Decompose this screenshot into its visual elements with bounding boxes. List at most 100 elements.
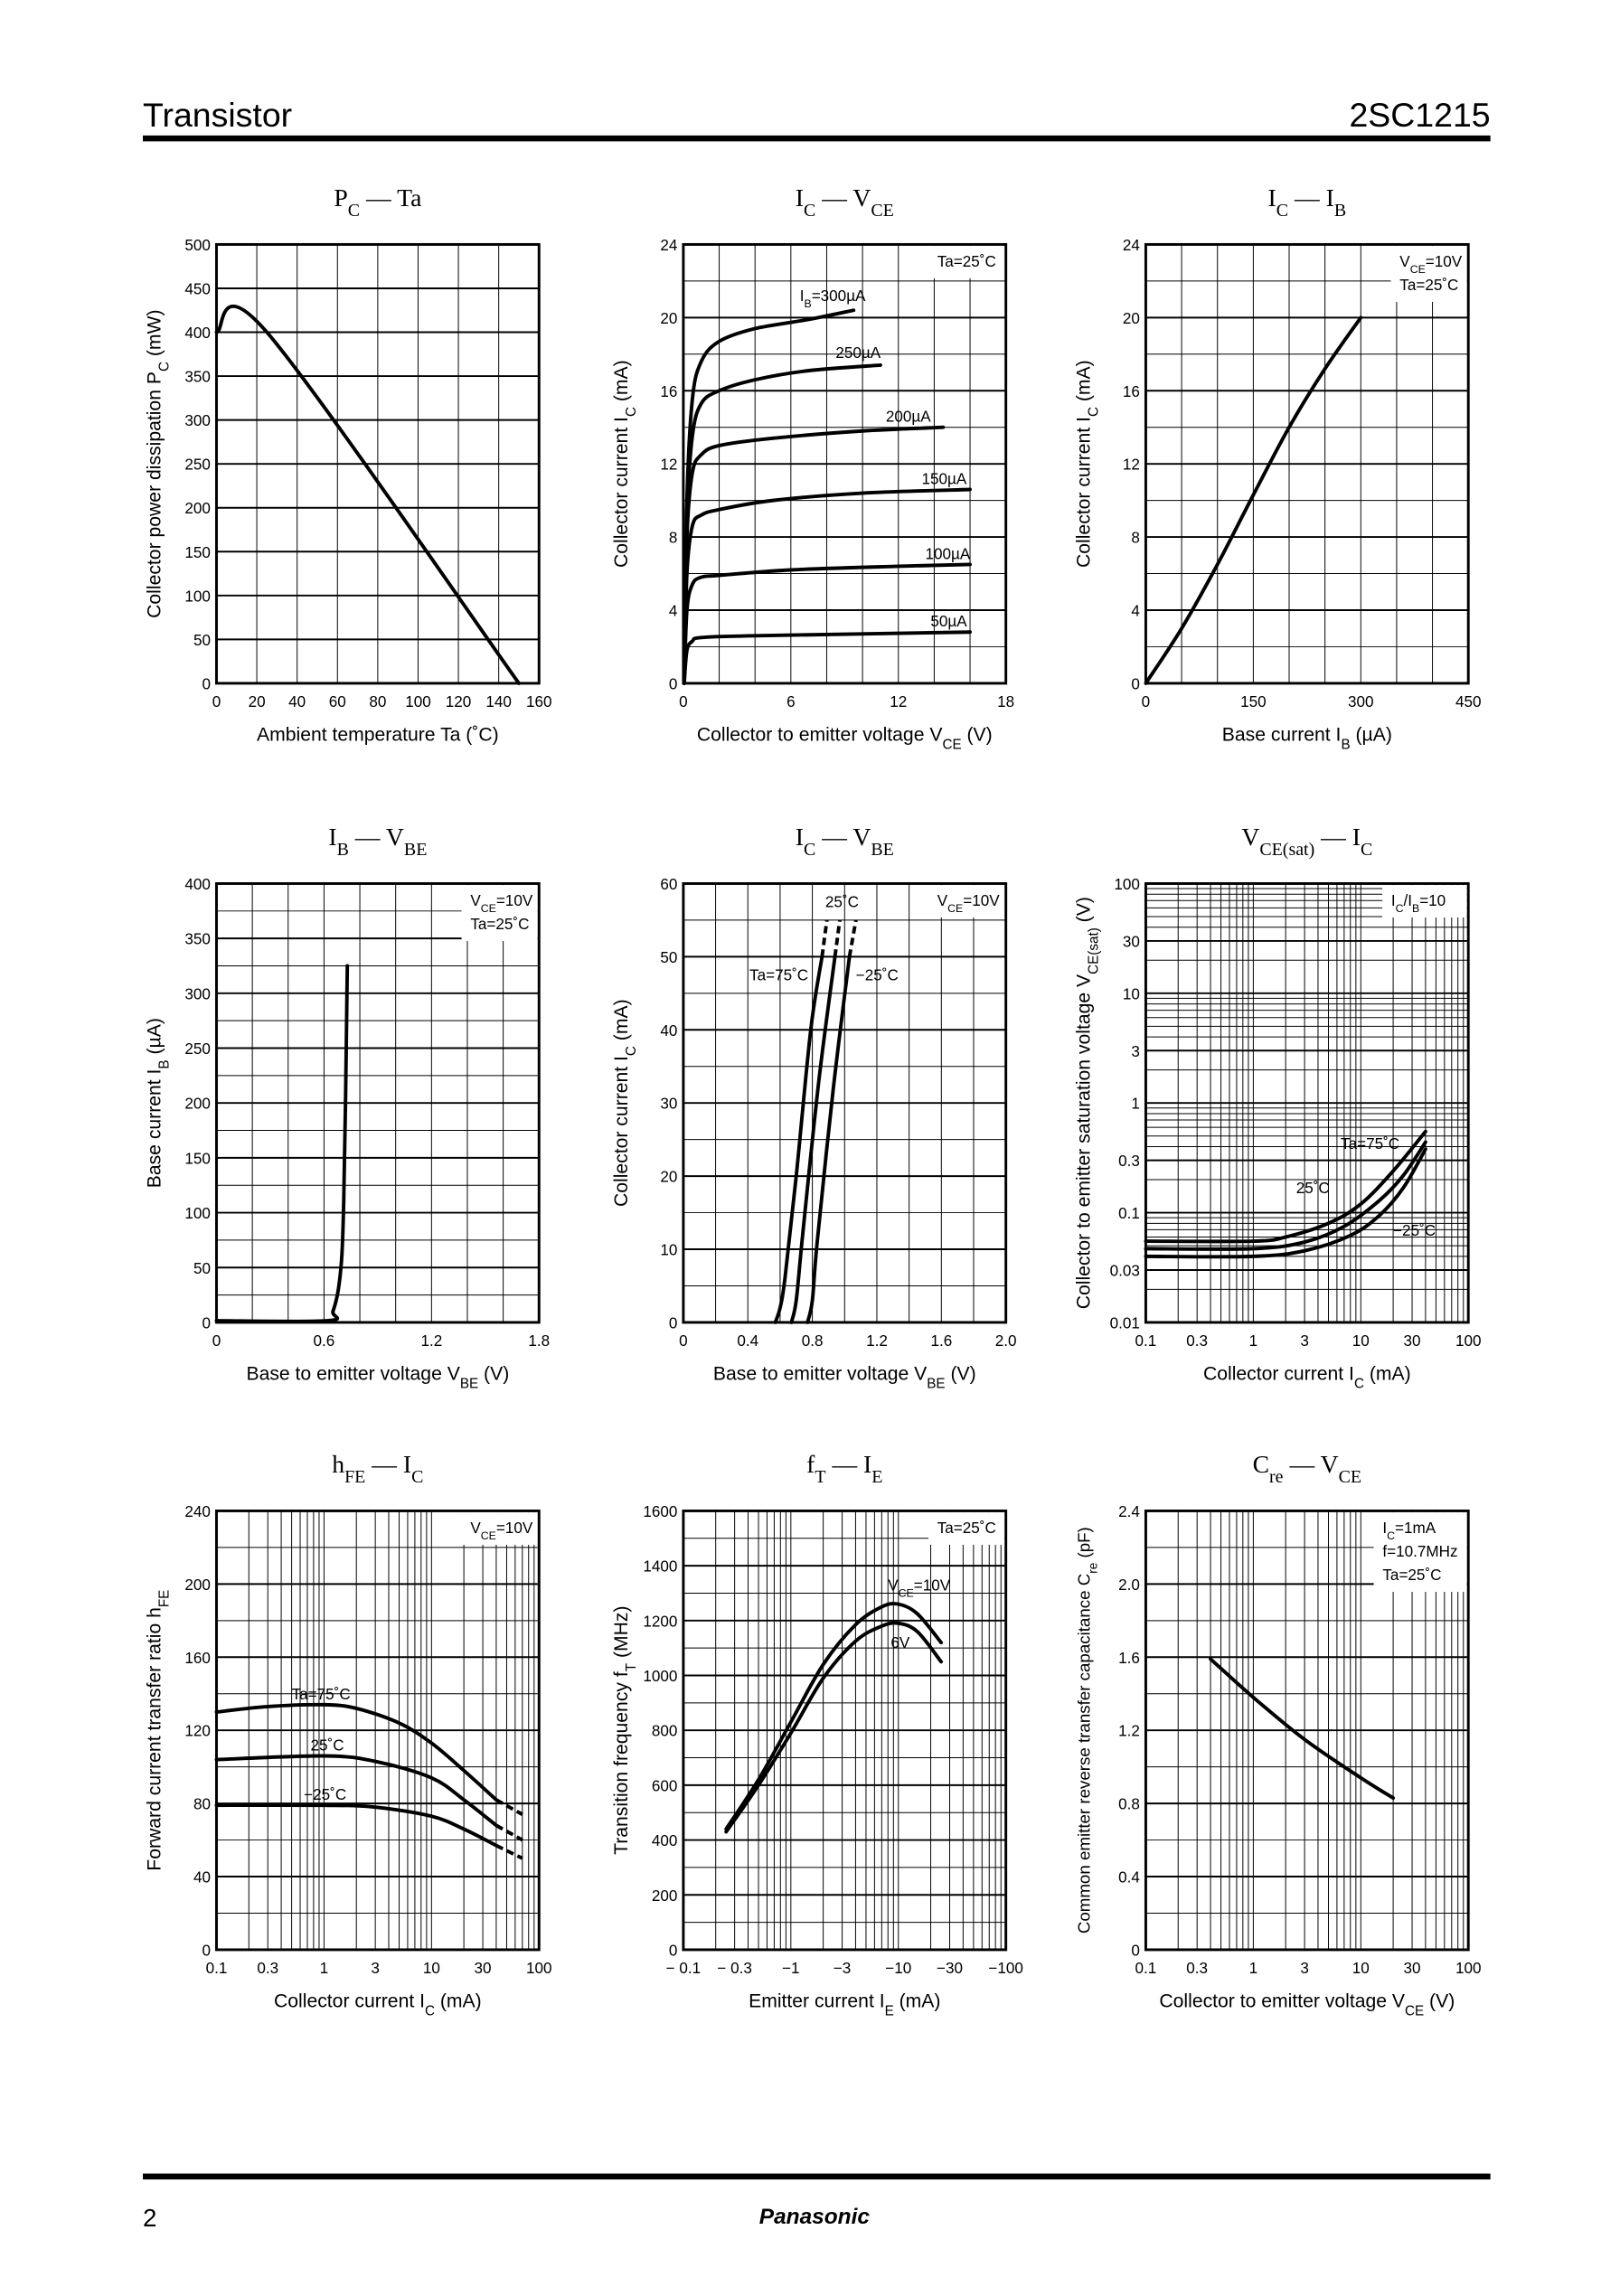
series-label-part: =10V <box>914 1576 951 1594</box>
y-tick-label: 100 <box>184 588 211 605</box>
y-axis-label: Collector current IC (mA) <box>1074 360 1102 568</box>
y-tick-label: 0 <box>669 1314 678 1331</box>
series-line-4 <box>682 487 972 685</box>
y-axis-label-part: (µA) <box>145 1018 165 1059</box>
x-tick-label: 30 <box>1404 1332 1421 1350</box>
condition-text: Ta=25˚C <box>1399 277 1458 294</box>
series-label-part: 200µA <box>886 409 931 426</box>
y-axis-label-part: (pF) <box>1075 1527 1094 1563</box>
y-axis-label-part: Collector power dissipation P <box>145 372 165 618</box>
y-tick-label: 0 <box>669 675 678 692</box>
x-tick-label: 0.1 <box>1135 1960 1157 1977</box>
condition-text-part: V <box>470 892 481 909</box>
chart-title: IC — VCE <box>796 183 894 221</box>
series-label: 25˚C <box>825 893 859 910</box>
charts-grid: 0 20 40 60 80 100 120 140 1600501001502002503003… <box>145 183 1482 2018</box>
chart-5: VCE=10V 25˚C Ta=75˚C −25˚C 0 0.4 0.8 1.2 1.6 2.0 0… <box>611 823 1017 1391</box>
x-tick-label: 18 <box>997 693 1014 710</box>
x-axis-label-part: (V) <box>1424 1990 1455 2011</box>
chart-title-subscript: B <box>1334 201 1346 221</box>
series-line-1 <box>214 964 350 1323</box>
x-tick-label: 300 <box>1348 693 1374 710</box>
chart-title-subscript: C <box>348 201 360 221</box>
y-axis-label-part: Base current I <box>145 1069 165 1189</box>
condition-text-part: Ta=25˚C <box>937 253 996 270</box>
series-label-part: 150µA <box>922 470 967 487</box>
condition-text-subscript: CE <box>481 1529 496 1542</box>
chart-title-subscript: T <box>815 1467 825 1487</box>
x-tick-label: 12 <box>890 693 907 710</box>
y-tick-label: 0 <box>202 675 211 692</box>
chart-title-part: — I <box>826 1450 872 1478</box>
x-tick-label: 10 <box>423 1960 440 1977</box>
y-tick-label: 16 <box>660 383 677 400</box>
y-tick-label: 0.8 <box>1118 1796 1140 1813</box>
series-line-3 <box>682 425 946 685</box>
y-tick-label: 8 <box>1131 530 1140 547</box>
chart-title-subscript: E <box>871 1467 882 1487</box>
series-label: 200µA <box>886 409 931 426</box>
chart-title-part: I <box>1268 183 1276 212</box>
series-label: IB=300µA <box>800 287 866 310</box>
x-axis-label-part: Base to emitter voltage V <box>246 1363 460 1384</box>
y-tick-label: 0.01 <box>1110 1314 1140 1331</box>
y-tick-label: 12 <box>1123 456 1140 474</box>
y-tick-label: 0.4 <box>1118 1869 1140 1887</box>
condition-text-part: =10V <box>1426 253 1463 270</box>
y-tick-label: 4 <box>1131 603 1140 620</box>
conditions-box <box>461 1512 538 1545</box>
chart-title-subscript: B <box>337 840 349 860</box>
series-label: 50µA <box>930 613 967 630</box>
y-axis-label: Forward current transfer ratio hFE <box>145 1590 173 1871</box>
conditions-box <box>1390 246 1467 302</box>
condition-text-subscript: CE <box>481 902 496 915</box>
plot-frame <box>1144 881 1470 1324</box>
y-axis-label-part: Collector current I <box>611 1056 632 1207</box>
chart-title-part: — I <box>1314 823 1361 851</box>
chart-8: Ta=25˚C VCE=10V 6V − 0.1 − 0.3 −1 −3 −10 −30 −100… <box>611 1450 1023 2018</box>
x-tick-label: −10 <box>885 1960 911 1977</box>
y-tick-label: 200 <box>184 500 211 517</box>
x-axis-label-part: Collector current I <box>1203 1363 1354 1384</box>
plot-frame <box>682 881 1008 1324</box>
header-category: Transistor <box>143 96 292 134</box>
plot-frame <box>1144 1509 1470 1952</box>
condition-text: VCE=10V <box>937 892 1000 915</box>
x-tick-label: 100 <box>526 1960 552 1977</box>
y-tick-label: 60 <box>660 876 677 893</box>
x-axis-label-subscript: C <box>1354 1376 1364 1391</box>
plot-frame <box>215 242 541 685</box>
x-axis-label: Collector to emitter voltage VCE (V) <box>1159 1990 1455 2018</box>
x-tick-label: 0.1 <box>206 1960 228 1977</box>
chart-title-subscript: FE <box>344 1467 365 1487</box>
x-tick-label: 1.6 <box>930 1332 952 1350</box>
chart-title-subscript: BE <box>404 840 427 860</box>
y-tick-label: 1 <box>1131 1096 1140 1113</box>
condition-text-part: Ta=25˚C <box>1382 1567 1441 1584</box>
x-axis-label-part: Base current I <box>1222 724 1342 745</box>
x-tick-label: −100 <box>988 1960 1023 1977</box>
chart-title-part: I <box>328 823 336 851</box>
series-line-1 <box>724 1602 944 1831</box>
x-axis-label: Collector current IC (mA) <box>274 1990 482 2018</box>
series-label: 25˚C <box>311 1736 344 1754</box>
series-label-part: 250µA <box>835 344 881 362</box>
x-tick-label: 120 <box>446 693 472 710</box>
y-tick-label: 40 <box>660 1022 677 1040</box>
y-tick-label: 1.6 <box>1118 1650 1140 1667</box>
y-tick-label: 200 <box>184 1096 211 1113</box>
y-tick-label: 0 <box>202 1942 211 1959</box>
y-tick-label: 1200 <box>643 1613 677 1630</box>
chart-title-part: I <box>796 823 804 851</box>
x-tick-label: 3 <box>1300 1960 1309 1977</box>
chart-title-part: I <box>796 183 804 212</box>
plot-frame <box>682 1509 1008 1952</box>
y-axis-label-part: (mA) <box>611 360 632 407</box>
chart-title-subscript: C <box>804 201 815 221</box>
chart-title-part: V <box>1241 823 1259 851</box>
footer-rule <box>143 2173 1491 2180</box>
condition-text: Ta=25˚C <box>937 1520 996 1537</box>
x-tick-label: 10 <box>1352 1960 1370 1977</box>
y-tick-label: 4 <box>669 603 678 620</box>
x-tick-label: 0.8 <box>802 1332 824 1350</box>
